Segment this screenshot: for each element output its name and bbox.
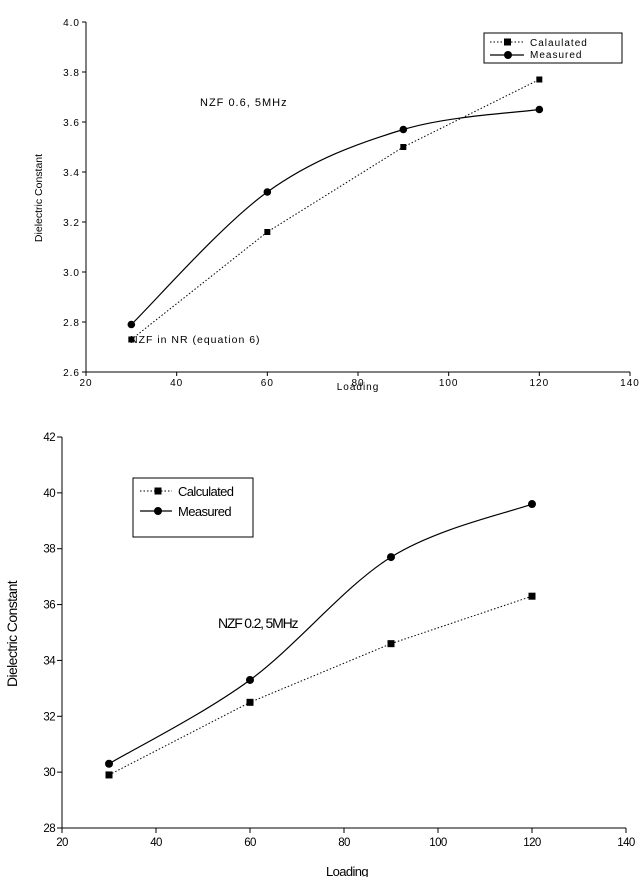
chart-2-x-tick-label: 20 (56, 837, 68, 849)
chart-2-point-measured (528, 500, 536, 509)
chart-2-legend: Calculated Measured (132, 477, 254, 538)
chart-2-y-tick-label: 40 (43, 488, 55, 500)
chart-1-annotation-condition: NZF 0.6, 5MHz (200, 97, 288, 109)
chart-1-point-calaulated (264, 229, 271, 235)
chart-1-legend-label-calculated: Calaulated (530, 38, 588, 49)
chart-1-y-tick-label: 2.8 (63, 318, 80, 329)
chart-2-y-tick-label: 36 (43, 600, 55, 612)
chart-2-markers (105, 500, 536, 779)
chart-2-y-tick-label: 42 (43, 432, 55, 444)
chart-1-point-calaulated (536, 76, 543, 83)
chart-1-point-measured (263, 188, 272, 196)
chart-2-legend-label-measured: Measured (178, 504, 231, 519)
chart-2-series-line-calculated (108, 595, 533, 776)
chart-2-legend-label-calculated: Calculated (178, 484, 234, 499)
chart-1-point-measured (535, 105, 544, 114)
chart-1-markers (127, 76, 544, 343)
chart-1-legend-swatch-marker-measured (504, 51, 512, 59)
chart-2-y-tick-label: 38 (43, 544, 55, 556)
chart-1-axes (85, 22, 630, 373)
chart-2-point-measured (387, 553, 395, 562)
chart-2-point-calculated (387, 640, 395, 648)
chart-1-y-tick-label: 3.4 (63, 168, 80, 179)
chart-2-point-calculated (528, 592, 536, 600)
chart-1-y-tick-label: 3.2 (63, 218, 80, 229)
chart-1-x-tick-label: 20 (79, 378, 92, 389)
chart-2-y-tick-label: 30 (43, 767, 55, 779)
chart-1-x-tick-label: 40 (170, 378, 183, 389)
chart-1-series-line-calaulated (131, 79, 540, 340)
chart-1-point-measured (127, 320, 136, 329)
chart-2-y-tick-label: 32 (43, 711, 55, 723)
chart-2-x-tick-label: 60 (244, 837, 256, 849)
chart-2: 20 40 60 80 100 120 140 28 30 32 34 36 38 40 42 Loadin… (4, 432, 635, 877)
chart-2-y-axis-title: Dielectric Constant (4, 580, 20, 687)
chart-1-y-axis-title: Dielectric Constant (33, 154, 45, 242)
chart-2-legend-swatch-marker-calculated (154, 487, 162, 495)
chart-2-y-tick-label: 34 (43, 655, 56, 667)
chart-1-x-tick-label: 120 (529, 378, 549, 389)
chart-1-point-measured (399, 125, 408, 134)
chart-2-series-line-measured (108, 503, 533, 765)
chart-1-legend-label-measured: Measured (530, 50, 582, 61)
chart-1-x-tick-label: 140 (620, 378, 640, 389)
chart-1-y-tick-label: 3.6 (63, 118, 80, 129)
chart-2-x-tick-label: 100 (429, 837, 447, 849)
chart-1-y-tick-label: 3.0 (63, 268, 80, 279)
chart-1-y-tick-label: 3.8 (63, 68, 80, 79)
chart-2-legend-box (132, 477, 254, 538)
chart-2-x-tick-label: 40 (150, 837, 162, 849)
chart-2-y-tick-label: 28 (43, 823, 55, 835)
chart-1-x-tick-label: 100 (439, 378, 459, 389)
chart-1: 20 40 60 80 100 120 140 2.6 2.8 3.0 3.2 3.4 3.6 3.8 4.… (33, 18, 640, 393)
chart-2-x-tick-label: 140 (617, 837, 635, 849)
chart-1-point-calaulated (128, 336, 135, 343)
chart-1-point-calaulated (400, 144, 407, 150)
chart-2-ticks: 20 40 60 80 100 120 140 28 30 32 34 36 38 40 42 (43, 432, 635, 849)
chart-1-ticks: 20 40 60 80 100 120 140 2.6 2.8 3.0 3.2 3.4 3.6 3.8 4.… (63, 18, 640, 389)
chart-2-x-tick-label: 120 (523, 837, 541, 849)
chart-2-x-tick-label: 80 (338, 837, 350, 849)
chart-1-series-lines (130, 79, 540, 340)
chart-2-point-measured (246, 675, 254, 684)
chart-1-x-tick-label: 80 (351, 378, 364, 389)
chart-2-point-calculated (246, 698, 254, 706)
chart-1-legend: Calaulated Measured (483, 32, 623, 64)
chart-2-series-lines (108, 503, 533, 776)
chart-1-y-tick-label: 4.0 (63, 18, 80, 29)
chart-2-point-calculated (105, 771, 113, 779)
chart-2-legend-swatch-marker-measured (154, 507, 162, 515)
chart-1-annotation-equation: NZF in NR (equation 6) (130, 334, 261, 346)
chart-2-x-axis-title: Loading (326, 864, 368, 877)
chart-1-y-tick-label: 2.6 (63, 368, 80, 379)
chart-1-x-axis-title: Loading (337, 382, 380, 393)
chart-1-x-tick-label: 60 (261, 378, 274, 389)
chart-2-annotation-condition: NZF 0.2, 5MHz (218, 615, 299, 631)
chart-2-point-measured (105, 759, 113, 768)
chart-1-series-line-measured (130, 108, 540, 325)
chart-1-legend-swatch-marker-calculated (504, 38, 511, 46)
